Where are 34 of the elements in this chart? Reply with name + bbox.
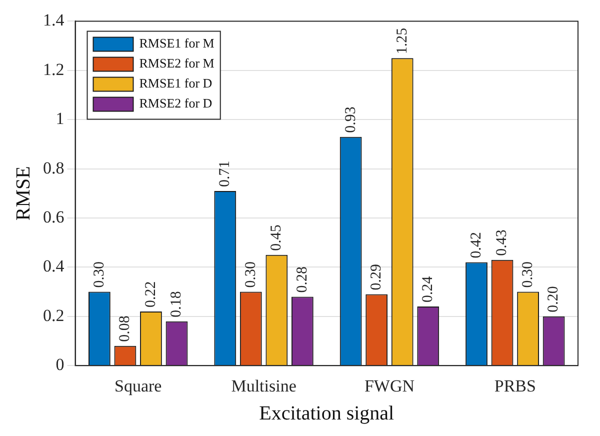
- legend-label: RMSE1 for D: [139, 76, 212, 91]
- data-label: 0.30: [242, 262, 259, 288]
- data-label: 1.25: [394, 28, 410, 54]
- legend-label: RMSE2 for D: [139, 96, 212, 111]
- y-tick-label: 1: [56, 109, 64, 128]
- y-tick-label: 0.6: [43, 207, 64, 226]
- y-tick-label: 1.2: [43, 60, 64, 79]
- data-label: 0.30: [91, 262, 108, 288]
- data-label: 0.45: [268, 224, 285, 251]
- data-label: 0.93: [342, 106, 359, 133]
- data-label: 0.43: [494, 230, 510, 256]
- legend-label: RMSE2 for M: [139, 56, 215, 71]
- data-label: 0.29: [368, 264, 385, 290]
- data-label: 0.30: [520, 262, 536, 288]
- y-tick-label: 1.4: [43, 10, 65, 30]
- x-tick-label: Multisine: [231, 376, 296, 396]
- data-label: 0.18: [168, 291, 185, 318]
- x-tick-label: FWGN: [364, 376, 414, 396]
- data-label: 0.22: [142, 281, 159, 308]
- legend-label: RMSE1 for M: [139, 36, 215, 51]
- data-label: 0.28: [294, 266, 310, 293]
- x-tick-label: Square: [114, 376, 162, 396]
- y-tick-label: 0.2: [43, 306, 64, 325]
- data-label: 0.08: [117, 316, 134, 342]
- data-label: 0.42: [468, 232, 484, 258]
- data-label: 0.24: [420, 276, 436, 303]
- y-tick-label: 0.4: [43, 256, 65, 276]
- y-tick-label: 0: [56, 355, 64, 374]
- y-tick-label: 0.8: [43, 158, 64, 178]
- x-tick-label: PRBS: [494, 376, 536, 396]
- y-axis-title: RMSE: [12, 166, 34, 221]
- x-axis-title: Excitation signal: [259, 402, 395, 424]
- data-label: 0.20: [546, 286, 562, 312]
- data-label: 0.71: [217, 160, 234, 187]
